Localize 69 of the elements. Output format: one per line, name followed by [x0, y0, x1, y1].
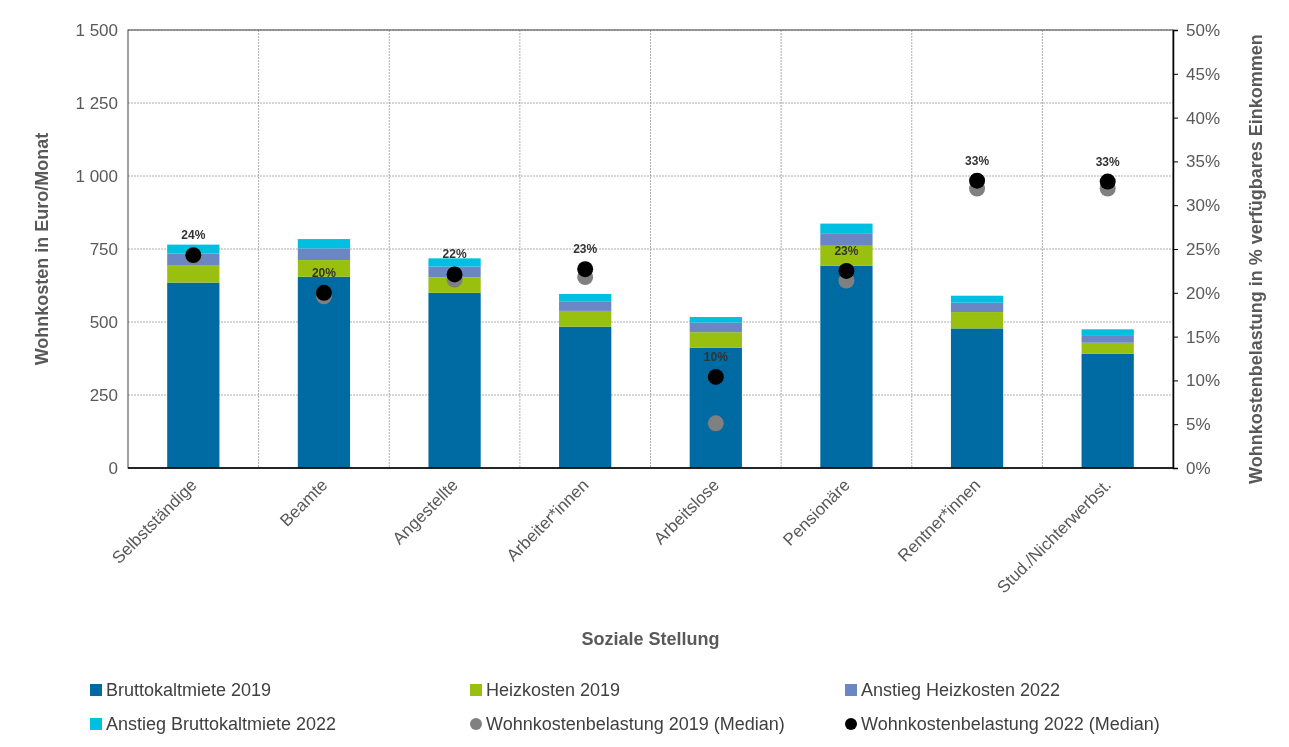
y2-tick-label: 35% — [1186, 152, 1221, 172]
y-axis-title: Wohnkosten in Euro/Monat — [32, 132, 52, 366]
y2-tick-label: 10% — [1186, 371, 1221, 391]
y2-tick-label: 20% — [1186, 283, 1221, 303]
y2-tick-label: 0% — [1186, 458, 1211, 478]
data-label: 33% — [965, 153, 990, 168]
point — [969, 172, 986, 189]
legend-label: Heizkosten 2019 — [486, 680, 621, 700]
y-tick-label: 1 000 — [75, 166, 118, 186]
bar — [689, 317, 742, 323]
legend-label: Bruttokaltmiete 2019 — [106, 680, 272, 700]
bar — [428, 258, 481, 267]
bar — [559, 301, 612, 311]
y2-axis-title: Wohnkostenbelastung in % verfügbares Einkommen — [1246, 34, 1266, 484]
point — [446, 266, 463, 283]
bar — [297, 276, 351, 468]
bar — [950, 302, 1004, 313]
bar — [950, 312, 1004, 329]
bar — [689, 322, 742, 333]
bar — [1081, 335, 1134, 343]
y-tick-label: 500 — [89, 312, 118, 332]
y2-tick-label: 45% — [1186, 64, 1221, 84]
point — [707, 368, 724, 385]
bar — [167, 282, 220, 468]
bar — [820, 223, 873, 234]
y-tick-label: 0 — [108, 458, 118, 478]
legend-label: Wohnkostenbelastung 2022 (Median) — [861, 714, 1160, 734]
data-label: 22% — [442, 247, 467, 262]
y2-tick-label: 25% — [1186, 239, 1221, 259]
bar — [820, 265, 873, 468]
data-label: 33% — [1095, 154, 1121, 169]
bar — [689, 347, 742, 468]
bar — [559, 326, 612, 468]
legend-label: Anstieg Heizkosten 2022 — [861, 680, 1061, 700]
bar — [559, 293, 612, 302]
y2-tick-label: 15% — [1186, 327, 1221, 347]
bar — [820, 233, 873, 246]
y-tick-label: 750 — [89, 239, 118, 259]
legend-label: Anstieg Bruttokaltmiete 2022 — [106, 714, 337, 734]
data-label: 24% — [181, 228, 206, 243]
bar — [689, 332, 742, 348]
x-axis-title: Soziale Stellung — [581, 629, 720, 649]
bar — [1081, 342, 1134, 354]
bar — [167, 265, 220, 283]
data-label: 23% — [573, 242, 598, 257]
y-tick-label: 1 500 — [75, 20, 118, 40]
y-tick-label: 1 250 — [75, 93, 118, 113]
legend-label: Wohnkostenbelastung 2019 (Median) — [486, 714, 785, 734]
bar — [950, 328, 1004, 468]
data-label: 23% — [834, 243, 859, 258]
bar — [1081, 329, 1134, 336]
bar — [950, 295, 1004, 303]
bar — [1081, 353, 1134, 468]
data-label: 20% — [311, 265, 337, 280]
point — [838, 262, 855, 279]
point — [577, 261, 594, 278]
y2-tick-label: 40% — [1186, 108, 1221, 128]
point — [707, 415, 724, 432]
bar — [559, 310, 612, 327]
point — [315, 284, 332, 301]
y2-tick-label: 30% — [1186, 196, 1221, 216]
bar — [428, 292, 481, 468]
bar — [297, 248, 351, 261]
point — [1099, 173, 1116, 190]
bar — [297, 239, 351, 249]
y2-tick-label: 50% — [1186, 20, 1221, 40]
data-label: 10% — [703, 349, 729, 364]
y-tick-label: 250 — [89, 385, 118, 405]
y2-tick-label: 5% — [1186, 415, 1211, 435]
